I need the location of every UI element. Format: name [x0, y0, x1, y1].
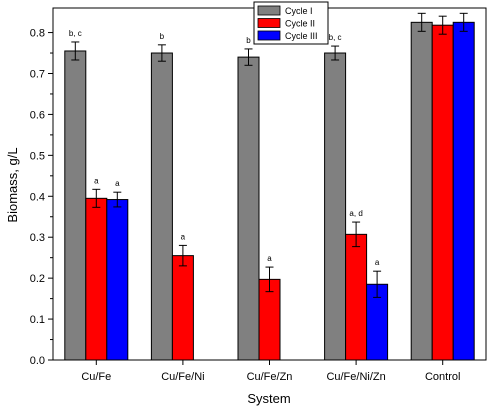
- legend-entry: Cycle I: [285, 6, 313, 16]
- x-tick-label: Cu/Fe: [81, 371, 111, 383]
- y-tick-label: 0.5: [30, 150, 45, 162]
- bar-annotation: b, c: [69, 29, 82, 38]
- bar-annotation: b, c: [329, 33, 342, 42]
- y-tick-label: 0.7: [30, 68, 45, 80]
- y-tick-label: 0.6: [30, 109, 45, 121]
- bars: [64, 21, 475, 361]
- bar-cycle-ii: [431, 24, 454, 361]
- bar-annotation: a, d: [349, 209, 362, 218]
- bar-annotation: a: [181, 232, 186, 241]
- bar-cycle-iii: [452, 21, 475, 361]
- legend: Cycle I Cycle II Cycle III: [253, 1, 329, 45]
- bar-annotation: b: [160, 32, 165, 41]
- bar-cycle-i: [150, 52, 173, 361]
- bar-cycle-i: [410, 21, 433, 361]
- bar-annotation: a: [94, 176, 99, 185]
- bar-annotation: a: [375, 258, 380, 267]
- legend-swatch: [257, 5, 281, 16]
- legend-swatch: [257, 30, 281, 41]
- bar-cycle-i: [237, 56, 260, 361]
- y-axis-title: Biomass, g/L: [5, 147, 20, 222]
- y-axis: 0.0 0.1 0.2 0.3 0.4 0.5 0.6 0.7 0.8: [30, 28, 53, 367]
- legend-entry: Cycle III: [285, 31, 318, 41]
- y-tick-label: 0.2: [30, 273, 45, 285]
- bar-cycle-iii: [106, 199, 129, 361]
- y-tick-label: 0.1: [30, 314, 45, 326]
- bar-cycle-i: [64, 50, 87, 361]
- legend-entry: Cycle II: [285, 19, 315, 29]
- y-tick-label: 0.8: [30, 28, 45, 40]
- legend-swatch: [257, 18, 281, 28]
- x-tick-label: Cu/Fe/Ni/Zn: [326, 371, 385, 383]
- bar-cycle-ii: [171, 255, 194, 361]
- x-axis: Cu/Fe Cu/Fe/Ni Cu/Fe/Zn Cu/Fe/Ni/Zn Control: [81, 360, 460, 383]
- x-axis-title: System: [247, 391, 290, 406]
- bar-labels: b, c b b b, c a a a a, d a a: [69, 29, 380, 267]
- error-bars: [71, 12, 468, 298]
- bar-cycle-i: [324, 52, 347, 361]
- y-tick-label: 0.4: [30, 191, 45, 203]
- y-tick-label: 0.3: [30, 232, 45, 244]
- bar-annotation: a: [267, 254, 272, 263]
- x-tick-label: Cu/Fe/Zn: [247, 371, 293, 383]
- y-tick-label: 0.0: [30, 355, 45, 367]
- bar-annotation: a: [115, 179, 120, 188]
- bar-cycle-ii: [345, 233, 368, 361]
- x-tick-label: Control: [425, 371, 460, 383]
- x-tick-label: Cu/Fe/Ni: [161, 371, 204, 383]
- bar-cycle-ii: [85, 197, 108, 361]
- bar-annotation: b: [246, 36, 251, 45]
